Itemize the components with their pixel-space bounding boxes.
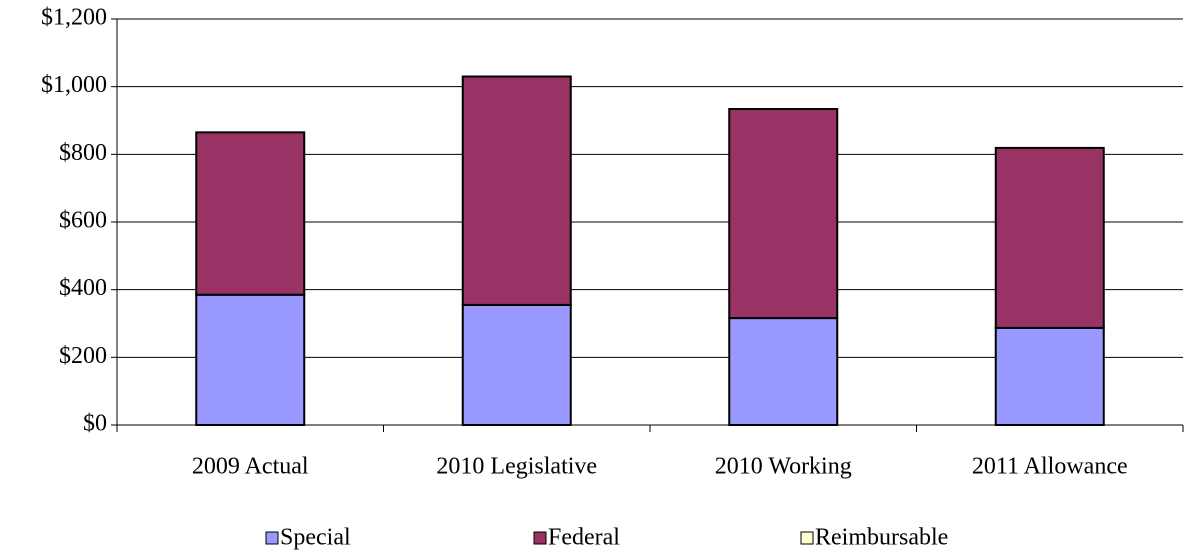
y-tick-label: $600 [59,208,107,234]
y-tick-label: $1,200 [41,5,107,31]
bar-segment [461,75,572,306]
bar-segment [195,293,306,426]
bar-segment [728,317,839,426]
x-tick-label: 2010 Legislative [436,454,597,480]
legend-swatch [265,531,279,545]
bar-segment [994,326,1105,427]
legend-label: Federal [548,525,620,551]
bar-segment [195,131,306,296]
x-tick-label: 2010 Working [715,454,852,480]
bar-segment [728,107,839,320]
legend-swatch [533,531,547,545]
y-tick-label: $0 [83,411,107,437]
x-tick-label: 2009 Actual [192,454,309,480]
bar-segment [994,146,1105,329]
y-tick-label: $800 [59,140,107,166]
y-tick-label: $200 [59,343,107,369]
legend-label: Reimbursable [815,525,948,551]
legend-label: Special [280,525,351,551]
x-tick-label: 2011 Allowance [972,454,1128,480]
legend-swatch [800,531,814,545]
bar-segment [461,303,572,426]
y-tick-label: $1,000 [41,72,107,98]
y-tick-label: $400 [59,275,107,301]
